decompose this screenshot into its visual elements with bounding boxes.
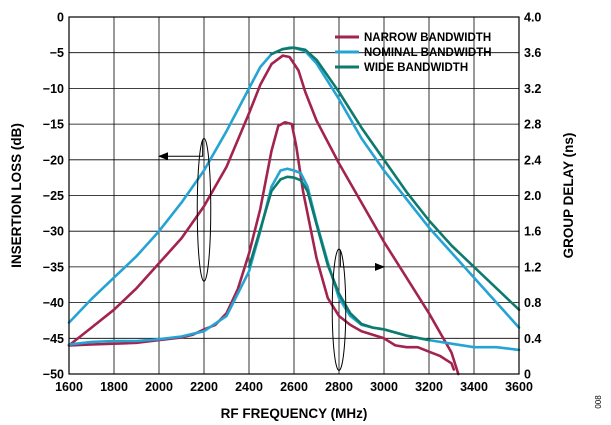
y-left-tick-label: −30 bbox=[43, 225, 64, 239]
y-left-tick-label: −35 bbox=[43, 260, 64, 274]
y-right-tick-label: 3.2 bbox=[524, 82, 541, 96]
x-tick-label: 2200 bbox=[190, 380, 218, 394]
y-left-tick-label: −45 bbox=[43, 332, 64, 346]
x-tick-label: 2600 bbox=[280, 380, 308, 394]
y-right-tick-label: 0.8 bbox=[524, 296, 541, 310]
y-left-tick-label: −15 bbox=[43, 118, 64, 132]
legend-label-nominal: NOMINAL BANDWIDTH bbox=[364, 47, 492, 59]
y-right-tick-label: 3.6 bbox=[524, 46, 541, 60]
annotations bbox=[158, 137, 385, 371]
y-right-tick-label: 0.4 bbox=[524, 332, 541, 346]
x-tick-label: 2800 bbox=[325, 380, 353, 394]
y-right-tick-label: 2.0 bbox=[524, 189, 541, 203]
legend-label-wide: WIDE BANDWIDTH bbox=[364, 62, 468, 74]
x-tick-label: 2400 bbox=[235, 380, 263, 394]
plot-border bbox=[68, 16, 520, 375]
y-left-tick-label: −5 bbox=[50, 46, 64, 60]
y-left-tick-label: −50 bbox=[43, 368, 64, 382]
x-tick-label: 3200 bbox=[415, 380, 443, 394]
y-right-tick-label: 1.6 bbox=[524, 225, 541, 239]
y-right-tick-label: 1.2 bbox=[524, 260, 541, 274]
x-tick-label: 1800 bbox=[100, 380, 128, 394]
figure-code: 008 bbox=[594, 395, 603, 409]
y-right-tick-label: 2.8 bbox=[524, 118, 541, 132]
y-left-tick-label: −25 bbox=[43, 189, 64, 203]
annotation-arrow-1 bbox=[339, 250, 385, 271]
annotation-arrow-0 bbox=[158, 139, 204, 161]
x-axis-label: RF FREQUENCY (MHz) bbox=[221, 406, 368, 421]
x-tick-label: 3400 bbox=[460, 380, 488, 394]
y-left-tick-label: −20 bbox=[43, 153, 64, 167]
x-tick-label: 3600 bbox=[505, 380, 533, 394]
x-tick-labels: 1600 1800 2000 2200 2400 2600 2800 3000 3200 3400… bbox=[55, 380, 533, 394]
x-tick-label: 1600 bbox=[55, 380, 83, 394]
y-left-tick-label: −40 bbox=[43, 296, 64, 310]
legend-label-narrow: NARROW BANDWIDTH bbox=[364, 32, 491, 44]
y-left-tick-label: 0 bbox=[57, 11, 64, 25]
x-tick-label: 3000 bbox=[370, 380, 398, 394]
series-line-wide-right bbox=[247, 175, 431, 342]
y-left-tick-label: −10 bbox=[43, 82, 64, 96]
y-right-tick-label: 0 bbox=[524, 368, 531, 382]
x-tick-label: 2000 bbox=[145, 380, 173, 394]
legend: NARROW BANDWIDTH NOMINAL BANDWIDTH WIDE BA… bbox=[335, 32, 492, 74]
annotation-ellipse-0 bbox=[196, 137, 212, 282]
y-right-tick-labels: 4.0 3.6 3.2 2.8 2.4 2.0 1.6 1.2 0.8 0.4 0 bbox=[524, 11, 541, 382]
series-layer bbox=[67, 46, 521, 376]
series-line-wide-left bbox=[270, 46, 521, 312]
series-line-narrow-left bbox=[67, 54, 460, 376]
y-right-tick-label: 4.0 bbox=[524, 11, 541, 25]
annotation-ellipse-1 bbox=[331, 248, 347, 371]
y-left-axis-label: INSERTION LOSS (dB) bbox=[9, 123, 24, 268]
y-right-tick-label: 2.4 bbox=[524, 153, 541, 167]
y-left-tick-labels: 0 −5 −10 −15 −20 −25 −30 −35 −40 −45 −50 bbox=[43, 11, 64, 382]
y-right-axis-label: GROUP DELAY (ns) bbox=[561, 133, 576, 259]
